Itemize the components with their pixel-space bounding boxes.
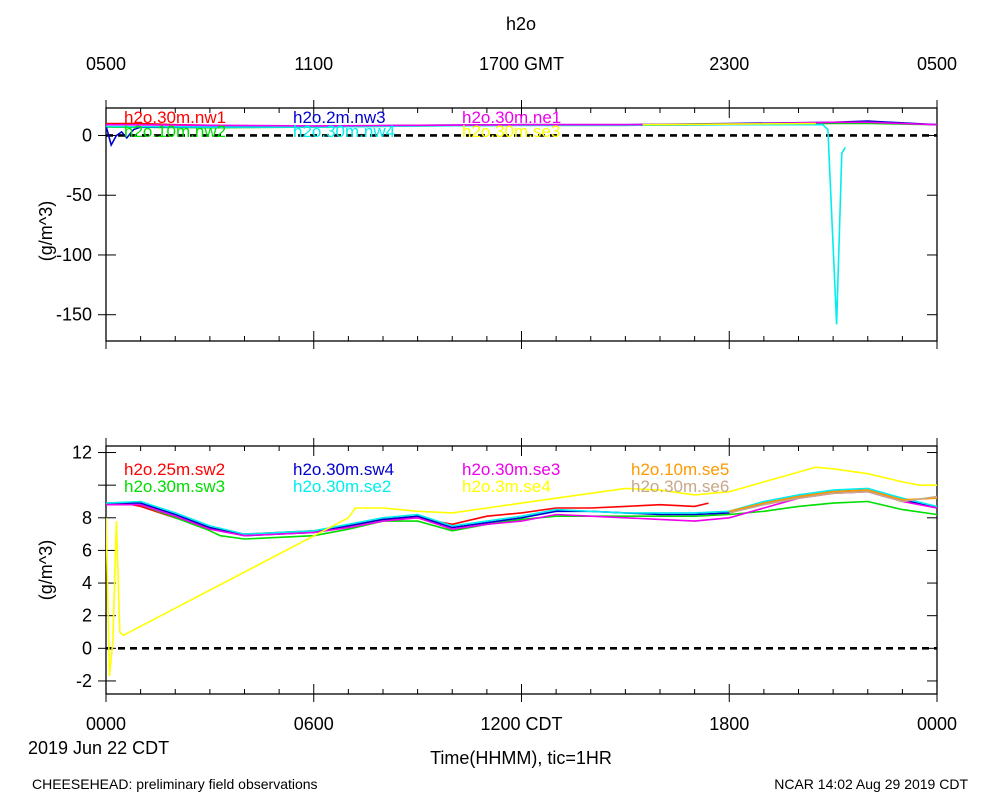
bottom-panel-xlabel: Time(HHMM), tic=1HR — [430, 748, 612, 768]
bottom-y-tick-label: 6 — [82, 540, 92, 560]
bottom-panel-ylabel: (g/m^3) — [36, 540, 56, 600]
legend-entry-h2o.30m.se6: h2o.30m.se6 — [631, 477, 729, 496]
top-y-tick-label: 0 — [82, 125, 92, 145]
series-line-h2o.30m.ne1 — [106, 121, 937, 127]
bottom-series-group — [106, 466, 937, 677]
top-y-tick-label: -50 — [66, 185, 92, 205]
legend-entry-h2o.30m.se3: h2o.30m.se3 — [462, 460, 560, 479]
bottom-y-tick-label: 12 — [72, 443, 92, 463]
series-line-h2o.30m.se2 — [106, 487, 937, 535]
top-axis-tick-label: 1700 GMT — [479, 54, 564, 74]
legend-entry-h2o.30m.sw3: h2o.30m.sw3 — [124, 477, 225, 496]
bottom-y-tick-label: 4 — [82, 573, 92, 593]
bottom-y-tick-label: -2 — [76, 671, 92, 691]
bottom-y-tick-label: 2 — [82, 606, 92, 626]
top-plot-frame — [105, 107, 938, 342]
legend-entry-h2o.3m.se4: h2o.3m.se4 — [462, 477, 551, 496]
legend-entry-h2o.10m.se5: h2o.10m.se5 — [631, 460, 729, 479]
top-axis-tick-label: 2300 — [709, 54, 749, 74]
top-axis-tick-label: 0500 — [917, 54, 957, 74]
series-line-h2o.10m.se5 — [729, 489, 937, 513]
top-panel-ylabel: (g/m^3) — [36, 201, 56, 261]
legend-entry-h2o.30m.nw1: h2o.30m.nw1 — [124, 108, 226, 127]
series-line-h2o.30m.se3 — [642, 122, 816, 126]
series-line-h2o.3m.se4 — [106, 466, 937, 677]
series-line-h2o.30m.nw4 — [106, 123, 846, 325]
legend-entry-h2o.30m.se3: h2o.30m.se3 — [462, 122, 560, 141]
bottom-axis-tick-label: 0600 — [294, 714, 334, 734]
bottom-axis-tick-label: 0000 — [917, 714, 957, 734]
bottom-axis-tick-label: 1200 CDT — [480, 714, 562, 734]
series-line-h2o.30m.sw3 — [106, 500, 937, 540]
legend-entry-h2o.25m.sw2: h2o.25m.sw2 — [124, 460, 225, 479]
legend-entry-h2o.30m.ne1: h2o.30m.ne1 — [462, 108, 561, 127]
top-axis-tick-label: 1100 — [294, 54, 333, 74]
legend-entry-h2o.2m.nw3: h2o.2m.nw3 — [293, 108, 386, 127]
top-panel-title: h2o — [506, 14, 536, 34]
legend-entry-h2o.10m.nw2: h2o.10m.nw2 — [124, 122, 226, 141]
footer-right: NCAR 14:02 Aug 29 2019 CDT — [774, 776, 968, 792]
footer-left: CHEESEHEAD: preliminary field observatio… — [32, 776, 318, 792]
top-series-group — [106, 120, 937, 325]
legend-entry-h2o.30m.se2: h2o.30m.se2 — [293, 477, 391, 496]
bottom-axis-tick-label: 1800 — [709, 714, 749, 734]
bottom-y-tick-label: 8 — [82, 508, 92, 528]
legend-entry-h2o.30m.nw4: h2o.30m.nw4 — [293, 122, 395, 141]
top-y-tick-label: -150 — [56, 305, 92, 325]
date-label: 2019 Jun 22 CDT — [28, 738, 169, 758]
bottom-y-tick-label: 0 — [82, 638, 92, 658]
series-line-h2o.30m.se6 — [729, 490, 937, 514]
legend-entry-h2o.30m.sw4: h2o.30m.sw4 — [293, 460, 394, 479]
bottom-axis-tick-label: 0000 — [86, 714, 126, 734]
top-y-tick-label: -100 — [56, 245, 92, 265]
top-axis-tick-label: 0500 — [86, 54, 126, 74]
